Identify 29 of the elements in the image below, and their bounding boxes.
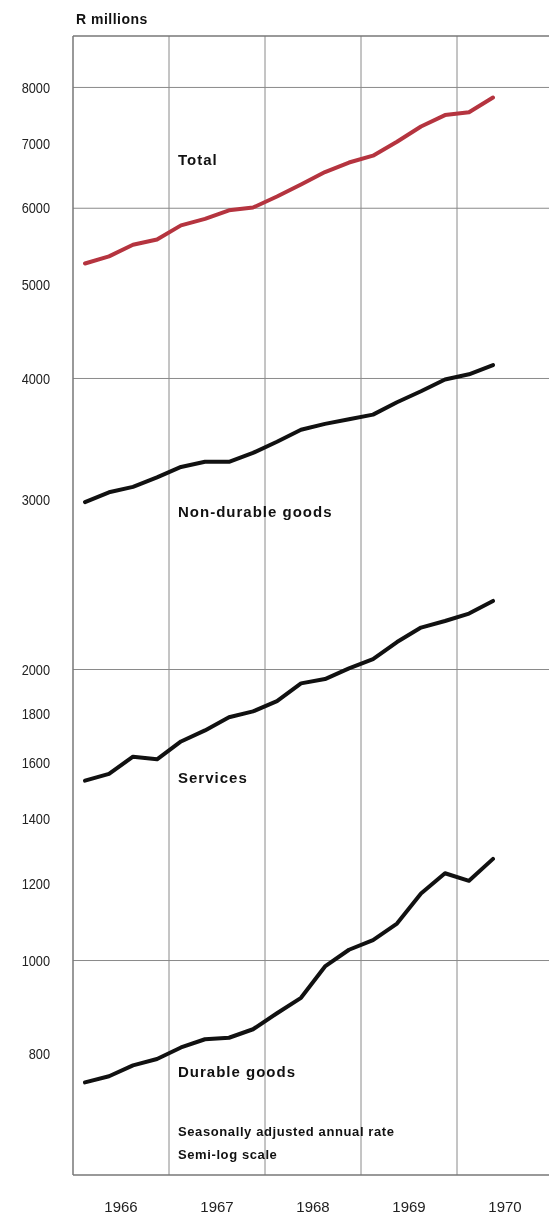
- x-tick-label: 1970: [488, 1198, 522, 1215]
- line-series: [83, 95, 495, 266]
- y-tick-label: 3000: [21, 490, 51, 508]
- y-tick-label: 7000: [21, 134, 51, 152]
- line-series: [83, 363, 495, 505]
- y-tick-label: 6000: [21, 199, 51, 217]
- y-axis-title: R millions: [76, 11, 148, 27]
- text: Total: [178, 151, 218, 169]
- annotation: Seasonally adjusted annual rate: [178, 1124, 395, 1139]
- y-tick-label: 1800: [21, 704, 51, 723]
- y-tick-label: 4000: [21, 369, 51, 387]
- y-tick-label: 8000: [21, 78, 51, 96]
- y-tick-label: 1400: [21, 810, 51, 828]
- series-label: Durable goods: [178, 1063, 297, 1081]
- y-tick-label: 1000: [21, 951, 51, 970]
- text: Non-durable goods: [178, 502, 333, 520]
- y-tick-label: 5000: [21, 276, 51, 294]
- y-tick-label: 1200: [21, 875, 51, 893]
- y-tick-label: 800: [28, 1045, 51, 1063]
- y-tick-label: 1600: [21, 754, 51, 772]
- series-label: Services: [178, 769, 248, 787]
- annotation: Semi-log scale: [178, 1147, 278, 1162]
- line-series: [83, 598, 495, 783]
- line-series: [83, 856, 495, 1085]
- x-tick-label: 1967: [200, 1198, 234, 1215]
- x-tick-label: 1969: [392, 1198, 426, 1215]
- x-tick-label: 1968: [296, 1198, 330, 1215]
- x-tick-label: 1966: [104, 1198, 138, 1215]
- y-tick-label: 2000: [21, 660, 51, 678]
